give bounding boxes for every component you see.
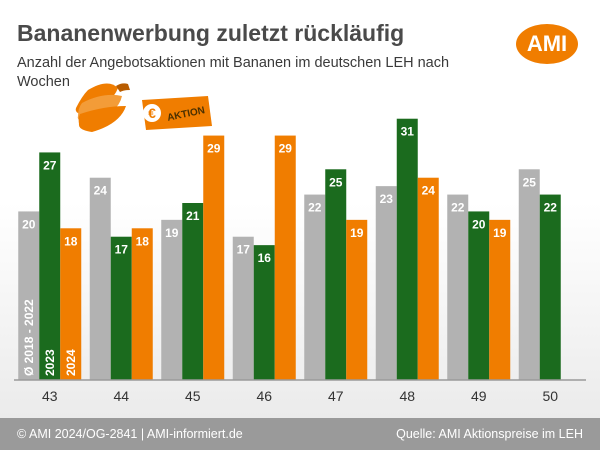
bar-value-label: 22 <box>308 201 322 215</box>
bar-value-label: 19 <box>350 226 364 240</box>
bar-value-label: 24 <box>94 184 108 198</box>
legend-series-label: 2024 <box>64 349 78 376</box>
bar <box>396 118 418 380</box>
bar-value-label: 27 <box>43 158 57 172</box>
bar <box>131 228 153 380</box>
legend-series-label: Ø 2018 - 2022 <box>22 299 36 376</box>
chart-subtitle: Anzahl der Angebotsaktionen mit Bananen … <box>17 55 450 90</box>
bar-value-label: 20 <box>22 217 36 231</box>
badge-euro-sign: € <box>148 105 156 121</box>
bar-value-label: 19 <box>493 226 507 240</box>
bar <box>304 194 326 380</box>
legend-series-label: 2023 <box>43 349 57 376</box>
bar <box>110 236 132 380</box>
bar <box>89 177 111 380</box>
bar <box>325 169 347 380</box>
chart-title: Bananenwerbung zuletzt rückläufig <box>17 20 405 46</box>
bar <box>161 219 183 380</box>
footer-source: Quelle: AMI Aktionspreise im LEH <box>396 427 583 441</box>
bar-value-label: 23 <box>380 192 394 206</box>
bar <box>468 211 490 380</box>
bar-value-label: 16 <box>258 251 272 265</box>
value-labels-layer: 20 27 18 24 17 18 19 21 29 17 16 29 22 25 19 23 31 24 22 20… <box>22 125 557 265</box>
bar-value-label: 19 <box>165 226 179 240</box>
x-tick-label: 47 <box>328 388 344 404</box>
bar <box>39 152 61 380</box>
bar-value-label: 22 <box>544 201 558 215</box>
bar-value-label: 18 <box>64 234 78 248</box>
x-tick-label: 44 <box>113 388 129 404</box>
bar <box>60 228 82 380</box>
aktion-badge: € AKTION <box>142 96 212 130</box>
bar <box>447 194 469 380</box>
footer-copyright: © AMI 2024/OG-2841 | AMI-informiert.de <box>17 427 243 441</box>
bar-value-label: 22 <box>451 201 465 215</box>
bar-value-label: 29 <box>207 142 221 156</box>
x-tick-labels: 43 44 45 46 47 48 49 50 <box>42 388 558 404</box>
bar-value-label: 17 <box>115 243 129 257</box>
footer-bar: © AMI 2024/OG-2841 | AMI-informiert.de Q… <box>0 418 600 450</box>
bar-value-label: 20 <box>472 217 486 231</box>
x-tick-label: 45 <box>185 388 201 404</box>
bar-value-label: 24 <box>422 184 436 198</box>
series-labels-layer: Ø 2018 - 2022 2023 2024 <box>22 299 78 376</box>
bar-value-label: 25 <box>329 175 343 189</box>
bar-value-label: 17 <box>237 243 251 257</box>
bar <box>182 203 204 380</box>
bar <box>232 236 254 380</box>
bar-value-label: 25 <box>523 175 537 189</box>
bar <box>274 135 296 380</box>
x-tick-label: 49 <box>471 388 487 404</box>
bar-value-label: 31 <box>401 125 415 139</box>
bar <box>375 186 397 380</box>
x-tick-label: 50 <box>542 388 558 404</box>
bar <box>253 245 275 380</box>
ami-logo: AMI <box>516 24 578 64</box>
bar <box>203 135 225 380</box>
bar <box>346 219 368 380</box>
bar <box>489 219 511 380</box>
bar-value-label: 29 <box>279 142 293 156</box>
x-tick-label: 48 <box>399 388 415 404</box>
bar <box>539 194 561 380</box>
bar-value-label: 18 <box>136 234 150 248</box>
x-tick-label: 46 <box>256 388 272 404</box>
bars-layer <box>18 118 561 380</box>
bar <box>18 211 40 380</box>
bar-chart: € AKTION 2027182417181921291716292225192… <box>14 83 586 404</box>
banana-bunch-icon <box>75 83 130 132</box>
bar <box>417 177 439 380</box>
bar <box>518 169 540 380</box>
x-tick-label: 43 <box>42 388 58 404</box>
bar-value-label: 21 <box>186 209 200 223</box>
